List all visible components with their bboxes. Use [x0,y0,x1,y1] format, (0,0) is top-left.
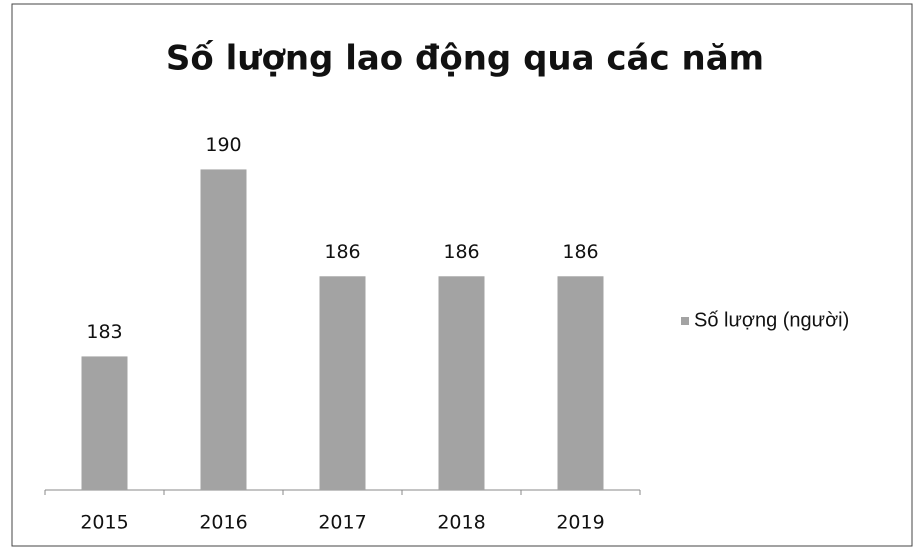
x-tick-label: 2015 [80,512,128,534]
x-tick-label: 2018 [437,512,485,534]
bar [319,276,366,490]
data-label: 186 [324,241,360,263]
data-label: 190 [205,134,241,156]
legend-swatch [681,317,689,325]
data-label: 183 [86,321,122,343]
legend-label: Số lượng (người) [694,309,849,331]
bar [81,356,128,490]
bar [200,169,247,490]
chart-title: Số lượng lao động qua các năm [166,39,764,79]
data-label: 186 [443,241,479,263]
bar [557,276,604,490]
x-tick-label: 2017 [318,512,366,534]
data-label: 186 [562,241,598,263]
x-tick-label: 2019 [556,512,604,534]
bar [438,276,485,490]
x-tick-label: 2016 [199,512,247,534]
